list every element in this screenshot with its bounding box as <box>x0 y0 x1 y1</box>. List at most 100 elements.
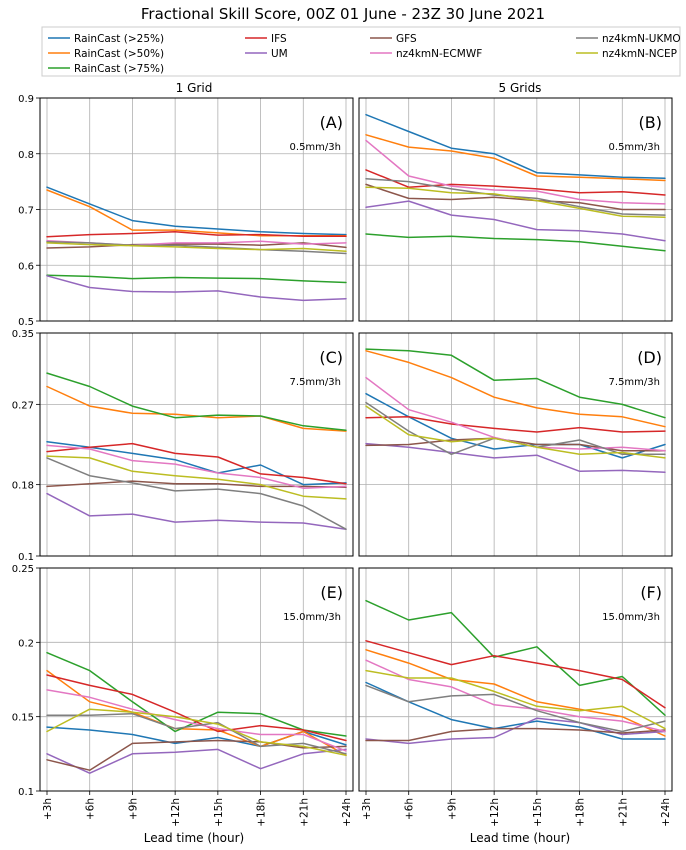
legend-label-nz4kmn-ukmo: nz4kmN-UKMO <box>602 33 681 45</box>
panel-a: 0.5 0.6 0.7 0.8 0.9 (A) 0.5mm/3h <box>18 94 354 328</box>
legend-label-raincast-75: RainCast (>75%) <box>74 63 164 75</box>
series-line-nz4kmn-ncep <box>365 186 666 219</box>
x-tick-label: +15h <box>213 798 225 827</box>
series-line-um <box>46 748 347 774</box>
threshold-label: 15.0mm/3h <box>283 612 341 623</box>
panel-grid: 0.5 0.6 0.7 0.8 0.9 (A) 0.5mm/3h (B) 0.5mm/3h 0.1… <box>12 94 673 827</box>
series-line-nz4kmn-ecmwf <box>365 659 666 733</box>
panel-f: +3h +6h +9h +12h +15h +18h +21h +24h (F) 15.0mm/3… <box>358 567 673 827</box>
x-tick-label: +15h <box>532 798 544 827</box>
x-tick-label: +12h <box>489 798 501 827</box>
series-line-raincast-25 <box>365 681 666 740</box>
y-tick-label: 0.9 <box>18 94 34 105</box>
panel-label: (C) <box>319 348 343 367</box>
series-line-gfs <box>365 183 666 211</box>
series-line-nz4kmn-ukmo <box>46 712 347 755</box>
panel-label: (F) <box>640 583 662 602</box>
threshold-label: 7.5mm/3h <box>290 377 341 388</box>
series-line-raincast-50 <box>365 350 666 428</box>
threshold-label: 0.5mm/3h <box>609 142 660 153</box>
x-tick-label: +21h <box>617 798 629 827</box>
panel-b: (B) 0.5mm/3h <box>358 97 673 322</box>
x-tick-label: +12h <box>170 798 182 827</box>
y-tick-label: 0.25 <box>12 564 34 575</box>
series-line-raincast-25 <box>46 441 347 486</box>
x-tick-label: +6h <box>404 798 416 820</box>
series-line-raincast-75 <box>46 274 347 284</box>
x-tick-label: +18h <box>256 798 268 827</box>
panel-label: (D) <box>637 348 662 367</box>
series-line-gfs <box>365 727 666 742</box>
series-line-nz4kmn-ukmo <box>46 241 347 255</box>
legend: RainCast (>25%) RainCast (>50%) RainCast (… <box>41 26 681 77</box>
legend-frame <box>41 26 681 77</box>
y-tick-label: 0.6 <box>18 261 34 272</box>
series-line-ifs <box>365 169 666 196</box>
y-tick-label: 0.7 <box>18 206 34 217</box>
legend-label-raincast-50: RainCast (>50%) <box>74 48 164 60</box>
panel-d: (D) 7.5mm/3h <box>358 332 673 557</box>
x-tick-label: +3h <box>42 798 54 820</box>
series-line-nz4kmn-ecmwf <box>365 139 666 205</box>
series-line-gfs <box>46 739 347 771</box>
series-line-raincast-75 <box>365 233 666 252</box>
legend-label-nz4kmn-ncep: nz4kmN-NCEP <box>602 48 677 60</box>
y-tick-label: 0.27 <box>12 400 34 411</box>
column-title-left: 1 Grid <box>176 81 213 95</box>
series-line-um <box>46 275 347 302</box>
y-tick-label: 0.18 <box>12 481 34 492</box>
series-line-raincast-50 <box>46 385 347 432</box>
series-line-raincast-25 <box>365 392 666 459</box>
x-axis-label-left: Lead time (hour) <box>144 831 244 845</box>
series-line-nz4kmn-ncep <box>365 669 666 730</box>
x-tick-label: +21h <box>298 798 310 827</box>
series-line-um <box>365 200 666 242</box>
threshold-label: 0.5mm/3h <box>290 142 341 153</box>
y-tick-label: 0.1 <box>18 787 34 798</box>
legend-label-raincast-25: RainCast (>25%) <box>74 33 164 45</box>
x-tick-label: +24h <box>660 798 672 827</box>
x-tick-label: +6h <box>85 798 97 820</box>
panel-frame <box>358 332 673 557</box>
y-tick-label: 0.1 <box>18 552 34 563</box>
x-tick-label: +24h <box>341 798 353 827</box>
series-line-nz4kmn-ncep <box>365 405 666 459</box>
panel-c: 0.1 0.18 0.27 0.35 (C) 7.5mm/3h <box>12 329 354 563</box>
panel-frame <box>39 567 354 792</box>
panel-frame <box>358 97 673 322</box>
panel-label: (B) <box>639 113 662 132</box>
panel-label: (E) <box>320 583 343 602</box>
y-tick-label: 0.15 <box>12 713 34 724</box>
series-line-raincast-25 <box>365 113 666 180</box>
x-axis-label-right: Lead time (hour) <box>470 831 570 845</box>
series-line-ifs <box>365 640 666 709</box>
y-tick-label: 0.35 <box>12 329 34 340</box>
panel-label: (A) <box>320 113 343 132</box>
x-tick-label: +9h <box>446 798 458 820</box>
panel-e: 0.1 0.15 0.2 0.25 +3h +6h +9h +12h +15h +18h +21h +… <box>12 564 354 827</box>
legend-label-ifs: IFS <box>271 33 287 45</box>
y-tick-label: 0.8 <box>18 150 34 161</box>
x-tick-label: +9h <box>127 798 139 820</box>
legend-label-um: UM <box>271 48 288 60</box>
series-line-nz4kmn-ncep <box>46 455 347 500</box>
figure-title: Fractional Skill Score, 00Z 01 June - 23… <box>141 5 545 23</box>
series-line-raincast-75 <box>365 348 666 419</box>
series-line-nz4kmn-ukmo <box>46 457 347 530</box>
series-line-um <box>46 492 347 530</box>
y-tick-label: 0.5 <box>18 317 34 328</box>
series-line-ifs <box>46 231 347 238</box>
series-line-nz4kmn-ecmwf <box>46 444 347 489</box>
column-title-right: 5 Grids <box>499 81 542 95</box>
series-line-ifs <box>365 416 666 433</box>
series-line-raincast-75 <box>46 372 347 431</box>
threshold-label: 15.0mm/3h <box>602 612 660 623</box>
panel-frame <box>358 567 673 792</box>
legend-label-gfs: GFS <box>396 33 417 45</box>
x-tick-label: +18h <box>575 798 587 827</box>
series-line-raincast-25 <box>46 186 347 236</box>
series-line-nz4kmn-ecmwf <box>365 376 666 452</box>
series-line-raincast-50 <box>365 134 666 182</box>
series-line-raincast-50 <box>46 189 347 237</box>
